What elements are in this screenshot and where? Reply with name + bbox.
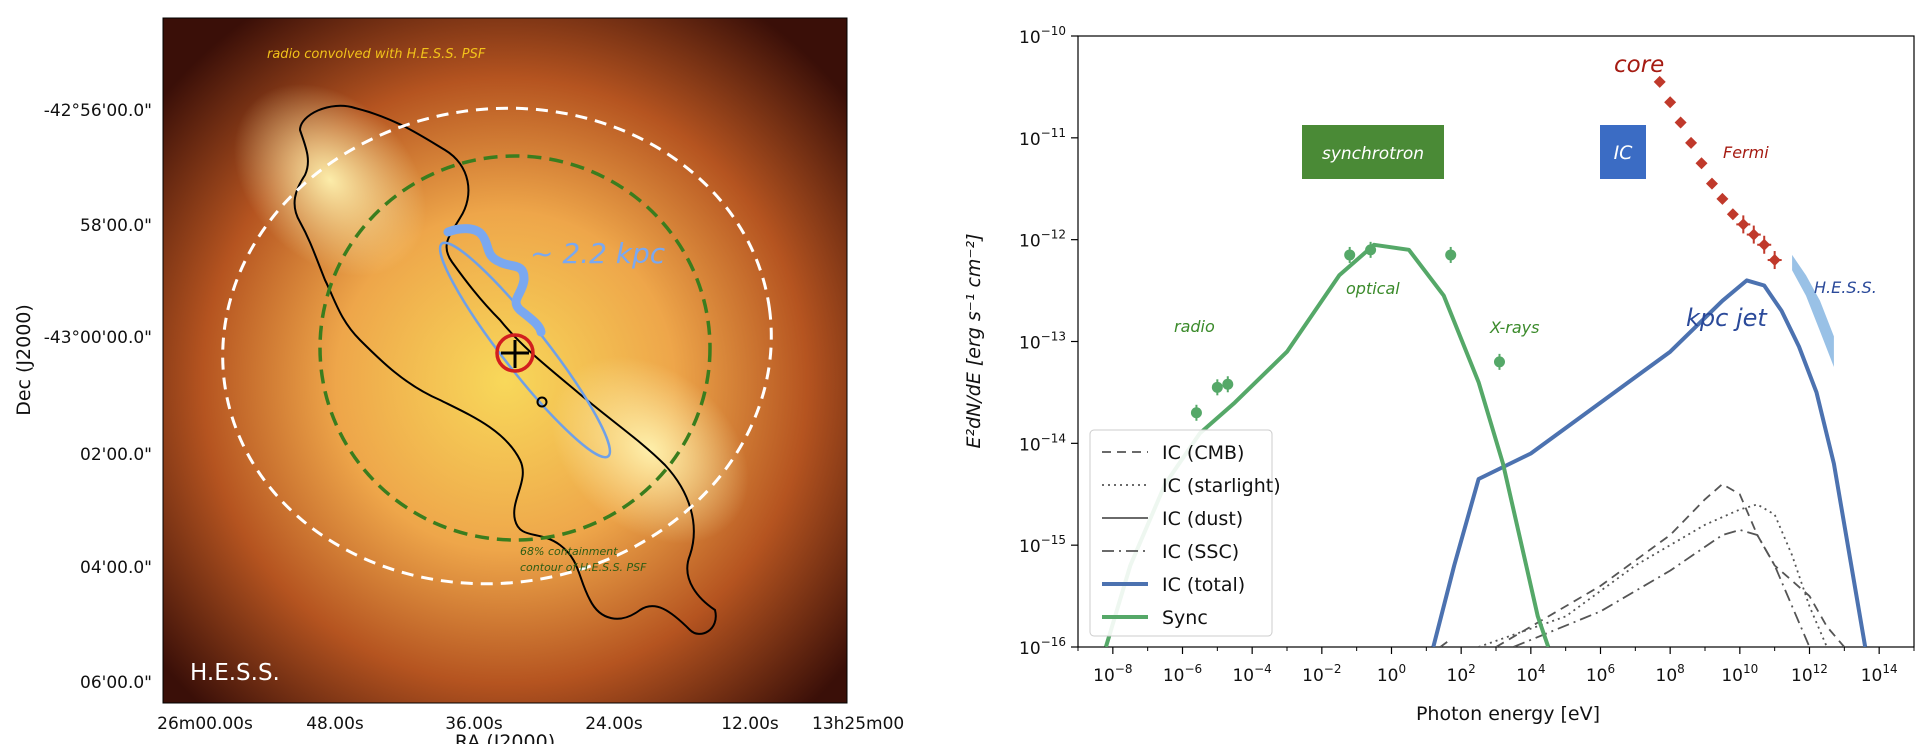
x-tick-label: 102 (1447, 662, 1476, 686)
legend-label: IC (starlight) (1162, 475, 1281, 497)
psf-containment-circle (318, 154, 712, 542)
sed-points (1190, 75, 1782, 421)
containment-label-2: contour of H.E.S.S. PSF (520, 561, 647, 574)
y-tick-label: 10−13 (1019, 330, 1066, 354)
radio-convolved-label: radio convolved with H.E.S.S. PSF (267, 47, 486, 62)
y-tick-label: 10−14 (1019, 431, 1066, 455)
series-line-ic-starlight- (1478, 503, 1828, 647)
fermi-label: Fermi (1723, 143, 1769, 162)
core-data-point (1664, 96, 1677, 109)
ra-tick-label: 13h25m00 (812, 714, 904, 734)
ra-ticks: 26m00.00s 48.00s 36.00s 24.00s 12.00s 13… (157, 714, 904, 734)
core-data-point (1685, 136, 1698, 149)
dec-tick-label: 02'00.0" (80, 445, 152, 465)
core-data-point (1695, 157, 1708, 170)
legend-rows: IC (CMB) IC (starlight) IC (dust) IC (SSC) I… (1102, 442, 1281, 629)
dec-axis-label: Dec (J2000) (13, 304, 35, 416)
instrument-label: H.E.S.S. (190, 660, 280, 686)
ic-box (1600, 125, 1646, 179)
x-tick-label: 10−8 (1093, 662, 1132, 686)
x-tick-label: 100 (1377, 662, 1406, 686)
x-tick-label: 1014 (1861, 662, 1898, 686)
legend: IC (CMB) IC (starlight) IC (dust) IC (SSC) I… (1089, 429, 1281, 637)
map-frame (162, 17, 848, 704)
x-tick-label: 10−6 (1163, 662, 1202, 686)
dec-tick-label: 58'00.0" (80, 216, 152, 236)
legend-label: IC (total) (1162, 574, 1245, 596)
ra-axis-label: RA (J2000) (455, 731, 555, 744)
legend-label: IC (dust) (1162, 508, 1243, 530)
core-label: core (1614, 52, 1664, 78)
x-tick-label: 104 (1516, 662, 1545, 686)
dec-tick-label: 06'00.0" (80, 673, 152, 693)
synchrotron-box (1302, 125, 1444, 179)
hess-band (1792, 254, 1834, 367)
ra-tick-label: 12.00s (721, 714, 779, 734)
sync-data-point (1211, 381, 1223, 393)
series-line-ic-total- (1431, 278, 1868, 647)
sed-tick-labels: 10−8 10−6 10−4 10−2 100 102 104 106 108 1010 1012 1… (1019, 24, 1898, 686)
ra-tick-label: 48.00s (306, 714, 364, 734)
dec-tick-label: 04'00.0" (80, 558, 152, 578)
x-tick-label: 1012 (1791, 662, 1828, 686)
sync-data-point (1344, 249, 1356, 261)
white-dashed-ellipse (221, 106, 773, 586)
dec-tick-label: -42°56'00.0" (44, 101, 152, 121)
x-tick-label: 108 (1656, 662, 1685, 686)
y-tick-label: 10−11 (1019, 126, 1066, 150)
x-tick-label: 10−4 (1232, 662, 1271, 686)
sync-data-point (1445, 249, 1457, 261)
small-source-marker (536, 396, 548, 408)
energy-axis-label: Photon energy [eV] (1416, 703, 1600, 725)
ic-box-label: IC (1614, 142, 1634, 164)
core-data-point (1716, 192, 1729, 205)
sed-panel: 10−8 10−6 10−4 10−2 100 102 104 106 108 1010 1012 1… (963, 24, 1915, 725)
legend-label: IC (CMB) (1162, 442, 1244, 464)
ra-tick-label: 36.00s (445, 714, 503, 734)
core-data-point (1674, 116, 1687, 129)
ra-tick-label: 26m00.00s (157, 714, 253, 734)
sync-data-point (1493, 356, 1505, 368)
x-tick-label: 1010 (1721, 662, 1758, 686)
core-data-point (1653, 75, 1666, 88)
ra-tick-label: 24.00s (585, 714, 643, 734)
radio-label: radio (1174, 317, 1215, 336)
y-tick-label: 10−15 (1019, 533, 1066, 557)
series-line-ic-ssc- (1513, 529, 1811, 647)
scale-brace (443, 224, 546, 337)
sync-data-point (1190, 407, 1202, 419)
series-line-ic-dust- (1439, 641, 1448, 647)
kpc-jet-label: kpc jet (1686, 304, 1768, 332)
sed-ticks (1071, 35, 1915, 654)
scale-label: ~ 2.2 kpc (530, 237, 666, 270)
containment-label-1: 68% containment (520, 545, 618, 558)
sync-data-point (1222, 378, 1234, 390)
core-position-circle (495, 333, 535, 373)
sky-map-panel: radio convolved with H.E.S.S. PSF ~ 2.2 … (13, 17, 904, 744)
legend-label: IC (SSC) (1162, 541, 1239, 563)
x-tick-label: 106 (1586, 662, 1615, 686)
jet-ellipse (438, 241, 612, 459)
optical-label: optical (1346, 279, 1400, 298)
core-data-point (1705, 177, 1718, 190)
y-tick-label: 10−12 (1019, 228, 1066, 252)
dec-ticks: -42°56'00.0" 58'00.0" -43°00'00.0" 02'00… (44, 101, 152, 693)
legend-label: Sync (1162, 607, 1208, 629)
synchrotron-box-label: synchrotron (1322, 144, 1424, 164)
flux-axis-label: E²dN/dE [erg s⁻¹ cm⁻²] (963, 233, 985, 448)
hess-label: H.E.S.S. (1814, 278, 1877, 297)
x-tick-label: 10−2 (1302, 662, 1341, 686)
series-line-ic-cmb- (1495, 483, 1845, 647)
y-tick-label: 10−16 (1019, 635, 1066, 659)
core-data-point (1726, 208, 1739, 221)
y-tick-label: 10−10 (1019, 24, 1066, 48)
radio-lobe-north (233, 83, 427, 277)
sync-data-point (1365, 244, 1377, 256)
dec-tick-label: -43°00'00.0" (44, 328, 152, 348)
xrays-label: X-rays (1489, 318, 1539, 337)
